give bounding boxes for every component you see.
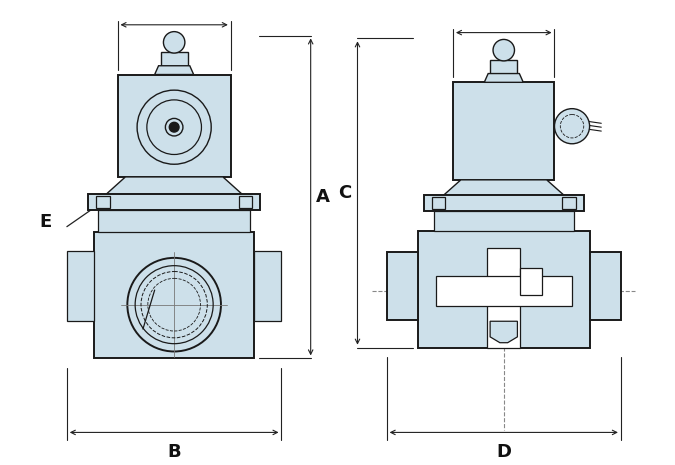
Bar [431, 198, 446, 209]
Bar [433, 211, 574, 231]
Text: B: B [167, 443, 181, 461]
Circle shape [554, 109, 589, 144]
Bar [117, 74, 231, 177]
Polygon shape [155, 66, 194, 74]
Bar [490, 60, 518, 73]
Bar [387, 252, 418, 320]
Circle shape [169, 122, 179, 132]
Bar [238, 196, 252, 208]
Bar [88, 194, 260, 210]
Bar [453, 82, 554, 180]
Bar [254, 251, 281, 321]
Bar [520, 268, 542, 295]
Circle shape [137, 90, 211, 164]
Circle shape [128, 258, 221, 352]
Bar [67, 251, 94, 321]
Circle shape [493, 40, 514, 61]
Polygon shape [484, 73, 523, 82]
Bar [161, 52, 188, 66]
Bar [95, 232, 254, 359]
Polygon shape [443, 180, 564, 195]
Text: C: C [338, 184, 352, 202]
Polygon shape [490, 321, 518, 343]
Bar [98, 210, 250, 232]
Bar [435, 276, 572, 306]
Text: D: D [496, 443, 511, 461]
Text: A: A [315, 188, 329, 206]
Circle shape [165, 119, 183, 136]
Bar [487, 248, 520, 347]
Bar [562, 198, 576, 209]
Bar [424, 195, 584, 211]
Circle shape [163, 32, 185, 53]
Bar [96, 196, 110, 208]
Text: E: E [39, 213, 51, 231]
Polygon shape [106, 177, 242, 194]
Bar [418, 231, 589, 347]
Bar [589, 252, 621, 320]
